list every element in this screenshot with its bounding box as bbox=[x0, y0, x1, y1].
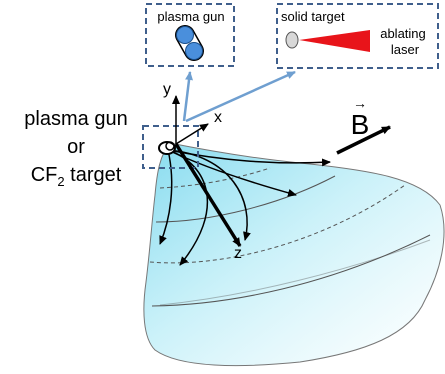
field-vector-mark: → bbox=[353, 95, 367, 111]
plume-contour-3 bbox=[149, 184, 406, 264]
source-label-subscript: 2 bbox=[57, 174, 64, 189]
source-label-line1: plasma gun bbox=[24, 108, 127, 130]
y-axis-label: y bbox=[163, 81, 171, 98]
source-label-line2: or bbox=[67, 136, 85, 158]
magnetic-field: → B bbox=[336, 95, 391, 155]
plume-body bbox=[143, 142, 445, 367]
ablating-laser-label-line1: ablating bbox=[380, 26, 426, 41]
x-axis-label: x bbox=[214, 109, 222, 126]
source-box bbox=[142, 125, 199, 169]
plume-centerline bbox=[159, 239, 431, 306]
z-axis-arrow bbox=[174, 143, 242, 247]
inset-solid-target: solid target ablating laser bbox=[276, 3, 439, 69]
solid-target-label: solid target bbox=[281, 9, 345, 24]
plume-contour-4 bbox=[151, 234, 431, 307]
plume-contour-2 bbox=[155, 175, 336, 223]
plume-contour-1 bbox=[159, 167, 271, 189]
plasma-plume bbox=[143, 142, 445, 367]
ablating-laser-beam-icon bbox=[299, 30, 370, 52]
solid-target-icon bbox=[285, 31, 299, 49]
connector-to-solid-target bbox=[185, 70, 296, 123]
ablating-laser-label-line2: laser bbox=[391, 42, 420, 57]
field-symbol: B bbox=[351, 109, 370, 140]
source-label-target: target bbox=[65, 164, 122, 186]
z-axis-label: z bbox=[234, 245, 242, 262]
source-label-cf: CF bbox=[31, 164, 58, 186]
inset-plasma-gun-label: plasma gun bbox=[157, 9, 224, 24]
source-label: plasma gun or CF2 target bbox=[24, 108, 127, 189]
field-direction-arrow bbox=[336, 125, 391, 155]
source-label-line3: CF2 target bbox=[31, 164, 122, 189]
plasma-gun-electrodes-icon bbox=[175, 25, 204, 61]
connector-to-plasma-gun bbox=[182, 71, 193, 122]
trajectory-5 bbox=[167, 149, 331, 167]
trajectory-1 bbox=[159, 149, 173, 245]
source-nozzle-icon bbox=[158, 141, 176, 155]
inset-plasma-gun: plasma gun bbox=[145, 3, 235, 67]
x-axis-arrow bbox=[175, 123, 209, 145]
